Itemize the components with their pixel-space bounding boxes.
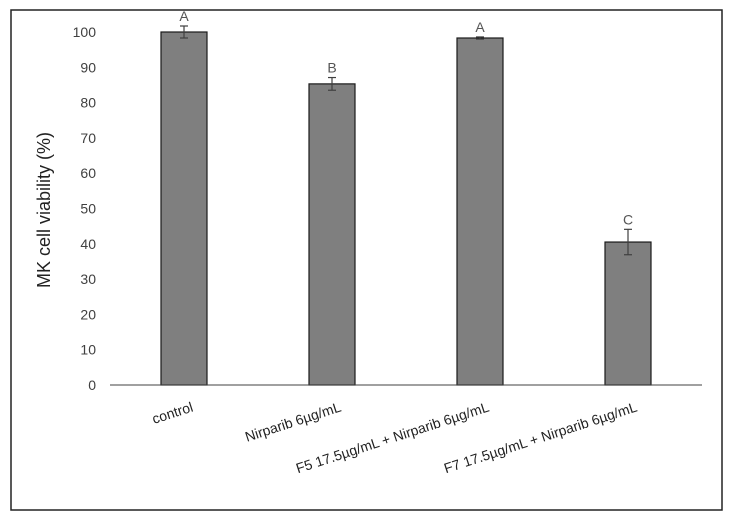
y-tick-label: 30 xyxy=(80,271,96,287)
y-tick-label: 40 xyxy=(80,236,96,252)
significance-letter: A xyxy=(475,19,485,35)
y-tick-label: 100 xyxy=(73,24,97,40)
y-tick-label: 70 xyxy=(80,130,96,146)
y-tick-label: 0 xyxy=(88,377,96,393)
y-tick-label: 50 xyxy=(80,201,96,217)
bar xyxy=(160,31,208,386)
y-tick-label: 20 xyxy=(80,306,96,322)
y-axis-label: MK cell viability (%) xyxy=(34,132,54,288)
significance-letter: A xyxy=(179,8,189,24)
bar xyxy=(308,83,356,386)
y-tick-label: 60 xyxy=(80,165,96,181)
bar xyxy=(604,241,652,386)
significance-letter: B xyxy=(327,60,336,76)
significance-letter: C xyxy=(623,211,633,227)
y-tick-label: 80 xyxy=(80,95,96,111)
outer-border xyxy=(10,9,723,511)
y-tick-label: 10 xyxy=(80,342,96,358)
bar xyxy=(456,37,504,386)
y-tick-label: 90 xyxy=(80,59,96,75)
